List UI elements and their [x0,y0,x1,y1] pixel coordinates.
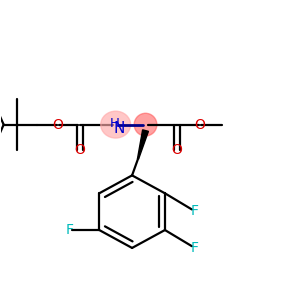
Text: F: F [191,204,199,218]
Text: O: O [52,118,63,132]
Text: O: O [74,143,85,157]
Text: H: H [110,117,120,130]
Text: F: F [65,223,74,237]
Polygon shape [138,130,148,159]
Text: N: N [114,121,125,136]
Text: O: O [171,143,182,157]
Circle shape [134,113,157,136]
Text: F: F [191,241,199,255]
Text: O: O [194,118,205,132]
Ellipse shape [101,111,130,138]
